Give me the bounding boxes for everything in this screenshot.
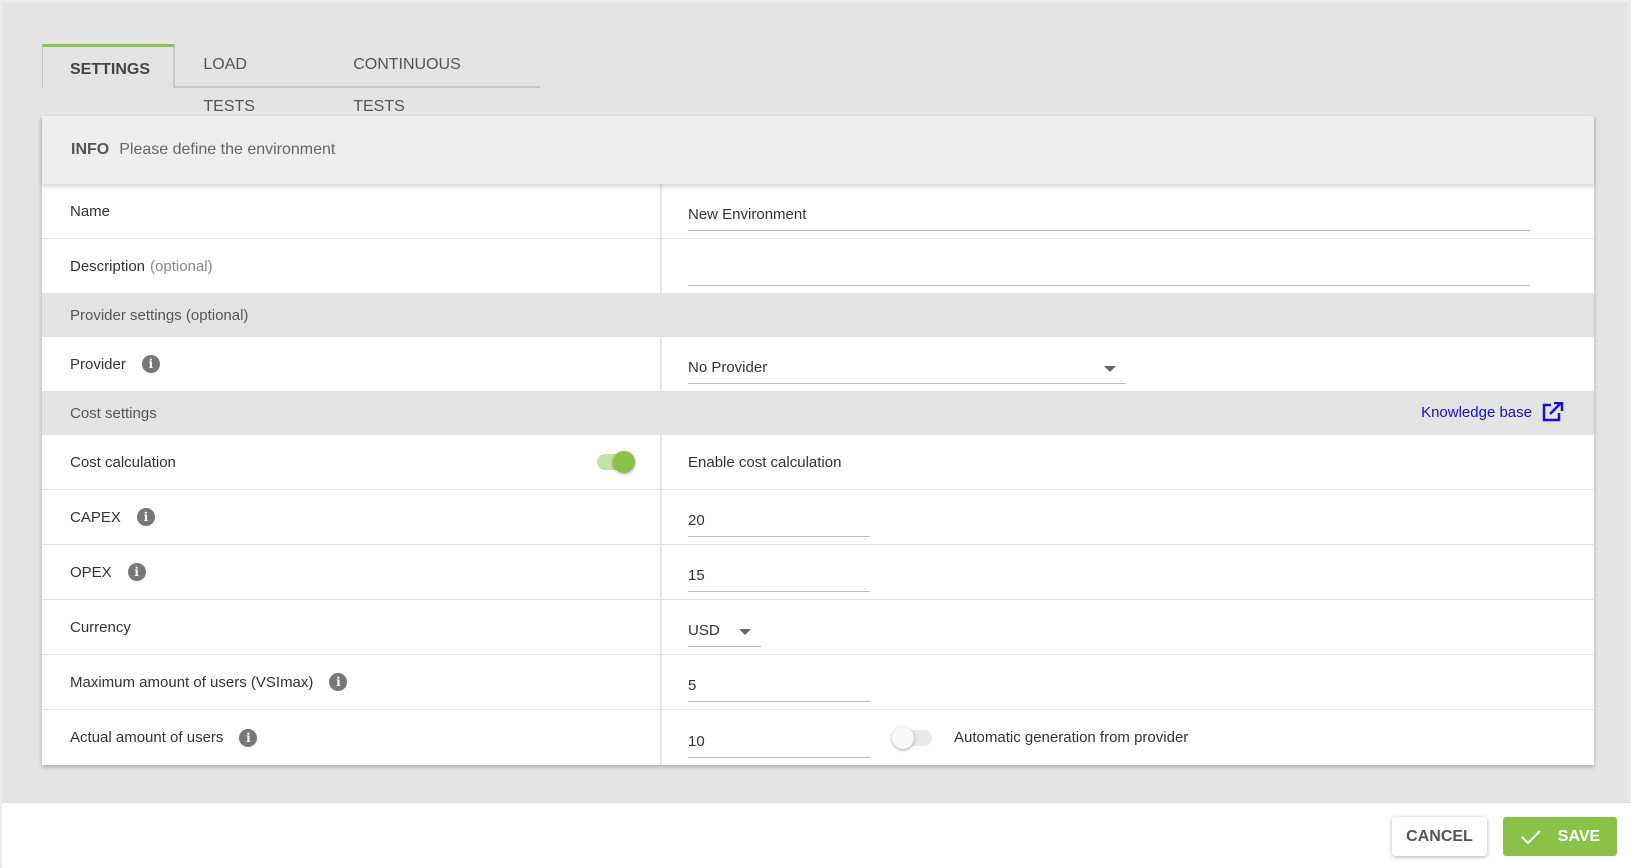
optional-hint: (optional) (150, 257, 213, 275)
name-row: Name New Environment (42, 184, 1594, 239)
provider-section-title: Provider settings (optional) (70, 307, 249, 324)
provider-select[interactable]: No Provider (688, 354, 1126, 384)
description-input[interactable] (688, 256, 1530, 286)
tab-bar: SETTINGS LOAD TESTS CONTINUOUS TESTS (42, 44, 540, 115)
actual-users-value: 10 (688, 732, 705, 750)
save-button[interactable]: SAVE (1503, 817, 1617, 856)
currency-label: Currency (70, 618, 131, 636)
cost-calculation-row: Cost calculation Enable cost calculation (42, 435, 1594, 490)
max-users-input[interactable]: 5 (688, 672, 870, 702)
capex-input[interactable]: 20 (688, 507, 870, 537)
currency-value: USD (688, 622, 720, 639)
cancel-label: CANCEL (1406, 827, 1473, 845)
provider-row: Provider i No Provider (42, 337, 1594, 392)
tab-load-tests[interactable]: LOAD TESTS (203, 56, 255, 115)
max-users-value: 5 (688, 677, 697, 694)
description-label: Description (70, 257, 146, 275)
info-icon[interactable]: i (127, 563, 146, 581)
capex-value: 20 (688, 512, 705, 529)
info-icon[interactable]: i (136, 508, 155, 526)
max-users-row: Maximum amount of users (VSImax) i 5 (42, 655, 1594, 710)
name-label: Name (70, 202, 111, 220)
knowledge-base-link[interactable]: Knowledge base (1421, 402, 1564, 422)
cost-calculation-toggle[interactable] (597, 451, 635, 473)
description-row: Description (optional) (42, 239, 1594, 294)
info-icon[interactable]: i (141, 355, 160, 373)
cancel-button[interactable]: CANCEL (1392, 817, 1487, 856)
cost-calculation-text: Enable cost calculation (688, 453, 842, 471)
environment-form: INFO Please define the environment Name … (42, 116, 1594, 765)
currency-row: Currency USD (42, 600, 1594, 655)
name-input[interactable]: New Environment (688, 201, 1530, 231)
actual-users-input[interactable]: 10 (688, 728, 870, 758)
check-icon (1521, 829, 1541, 844)
currency-select[interactable]: USD (688, 617, 761, 647)
actual-users-row: Actual amount of users i 10 Automatic gen… (42, 710, 1594, 765)
cost-section-title: Cost settings (70, 405, 157, 422)
tab-continuous-tests[interactable]: CONTINUOUS TESTS (353, 56, 461, 115)
opex-value: 15 (688, 567, 705, 584)
opex-label: OPEX (70, 563, 112, 581)
external-link-icon (1542, 402, 1564, 422)
actual-users-label: Actual amount of users (70, 729, 224, 746)
footer-bar: CANCEL SAVE (2, 802, 1631, 868)
auto-generation-toggle[interactable] (892, 727, 932, 749)
info-subtitle: Please define the environment (119, 141, 336, 158)
provider-label: Provider (70, 355, 126, 373)
provider-value: No Provider (688, 359, 768, 376)
capex-label: CAPEX (70, 508, 121, 526)
tab-settings[interactable]: SETTINGS (42, 44, 176, 88)
auto-generation-text: Automatic generation from provider (954, 729, 1189, 746)
chevron-down-icon (739, 629, 751, 635)
info-icon[interactable]: i (239, 728, 258, 747)
info-icon[interactable]: i (329, 673, 348, 691)
cost-settings-header: Cost settings Knowledge base (42, 392, 1594, 435)
cost-calculation-label: Cost calculation (70, 453, 176, 471)
knowledge-base-label: Knowledge base (1421, 403, 1532, 421)
opex-row: OPEX i 15 (42, 545, 1594, 600)
chevron-down-icon (1104, 366, 1116, 372)
max-users-label: Maximum amount of users (VSImax) (70, 673, 314, 691)
name-value: New Environment (688, 206, 807, 223)
provider-settings-header: Provider settings (optional) (42, 294, 1594, 337)
info-header: INFO Please define the environment (42, 116, 1594, 184)
opex-input[interactable]: 15 (688, 562, 870, 592)
save-label: SAVE (1557, 827, 1601, 845)
capex-row: CAPEX i 20 (42, 490, 1594, 545)
info-title: INFO (71, 141, 110, 158)
